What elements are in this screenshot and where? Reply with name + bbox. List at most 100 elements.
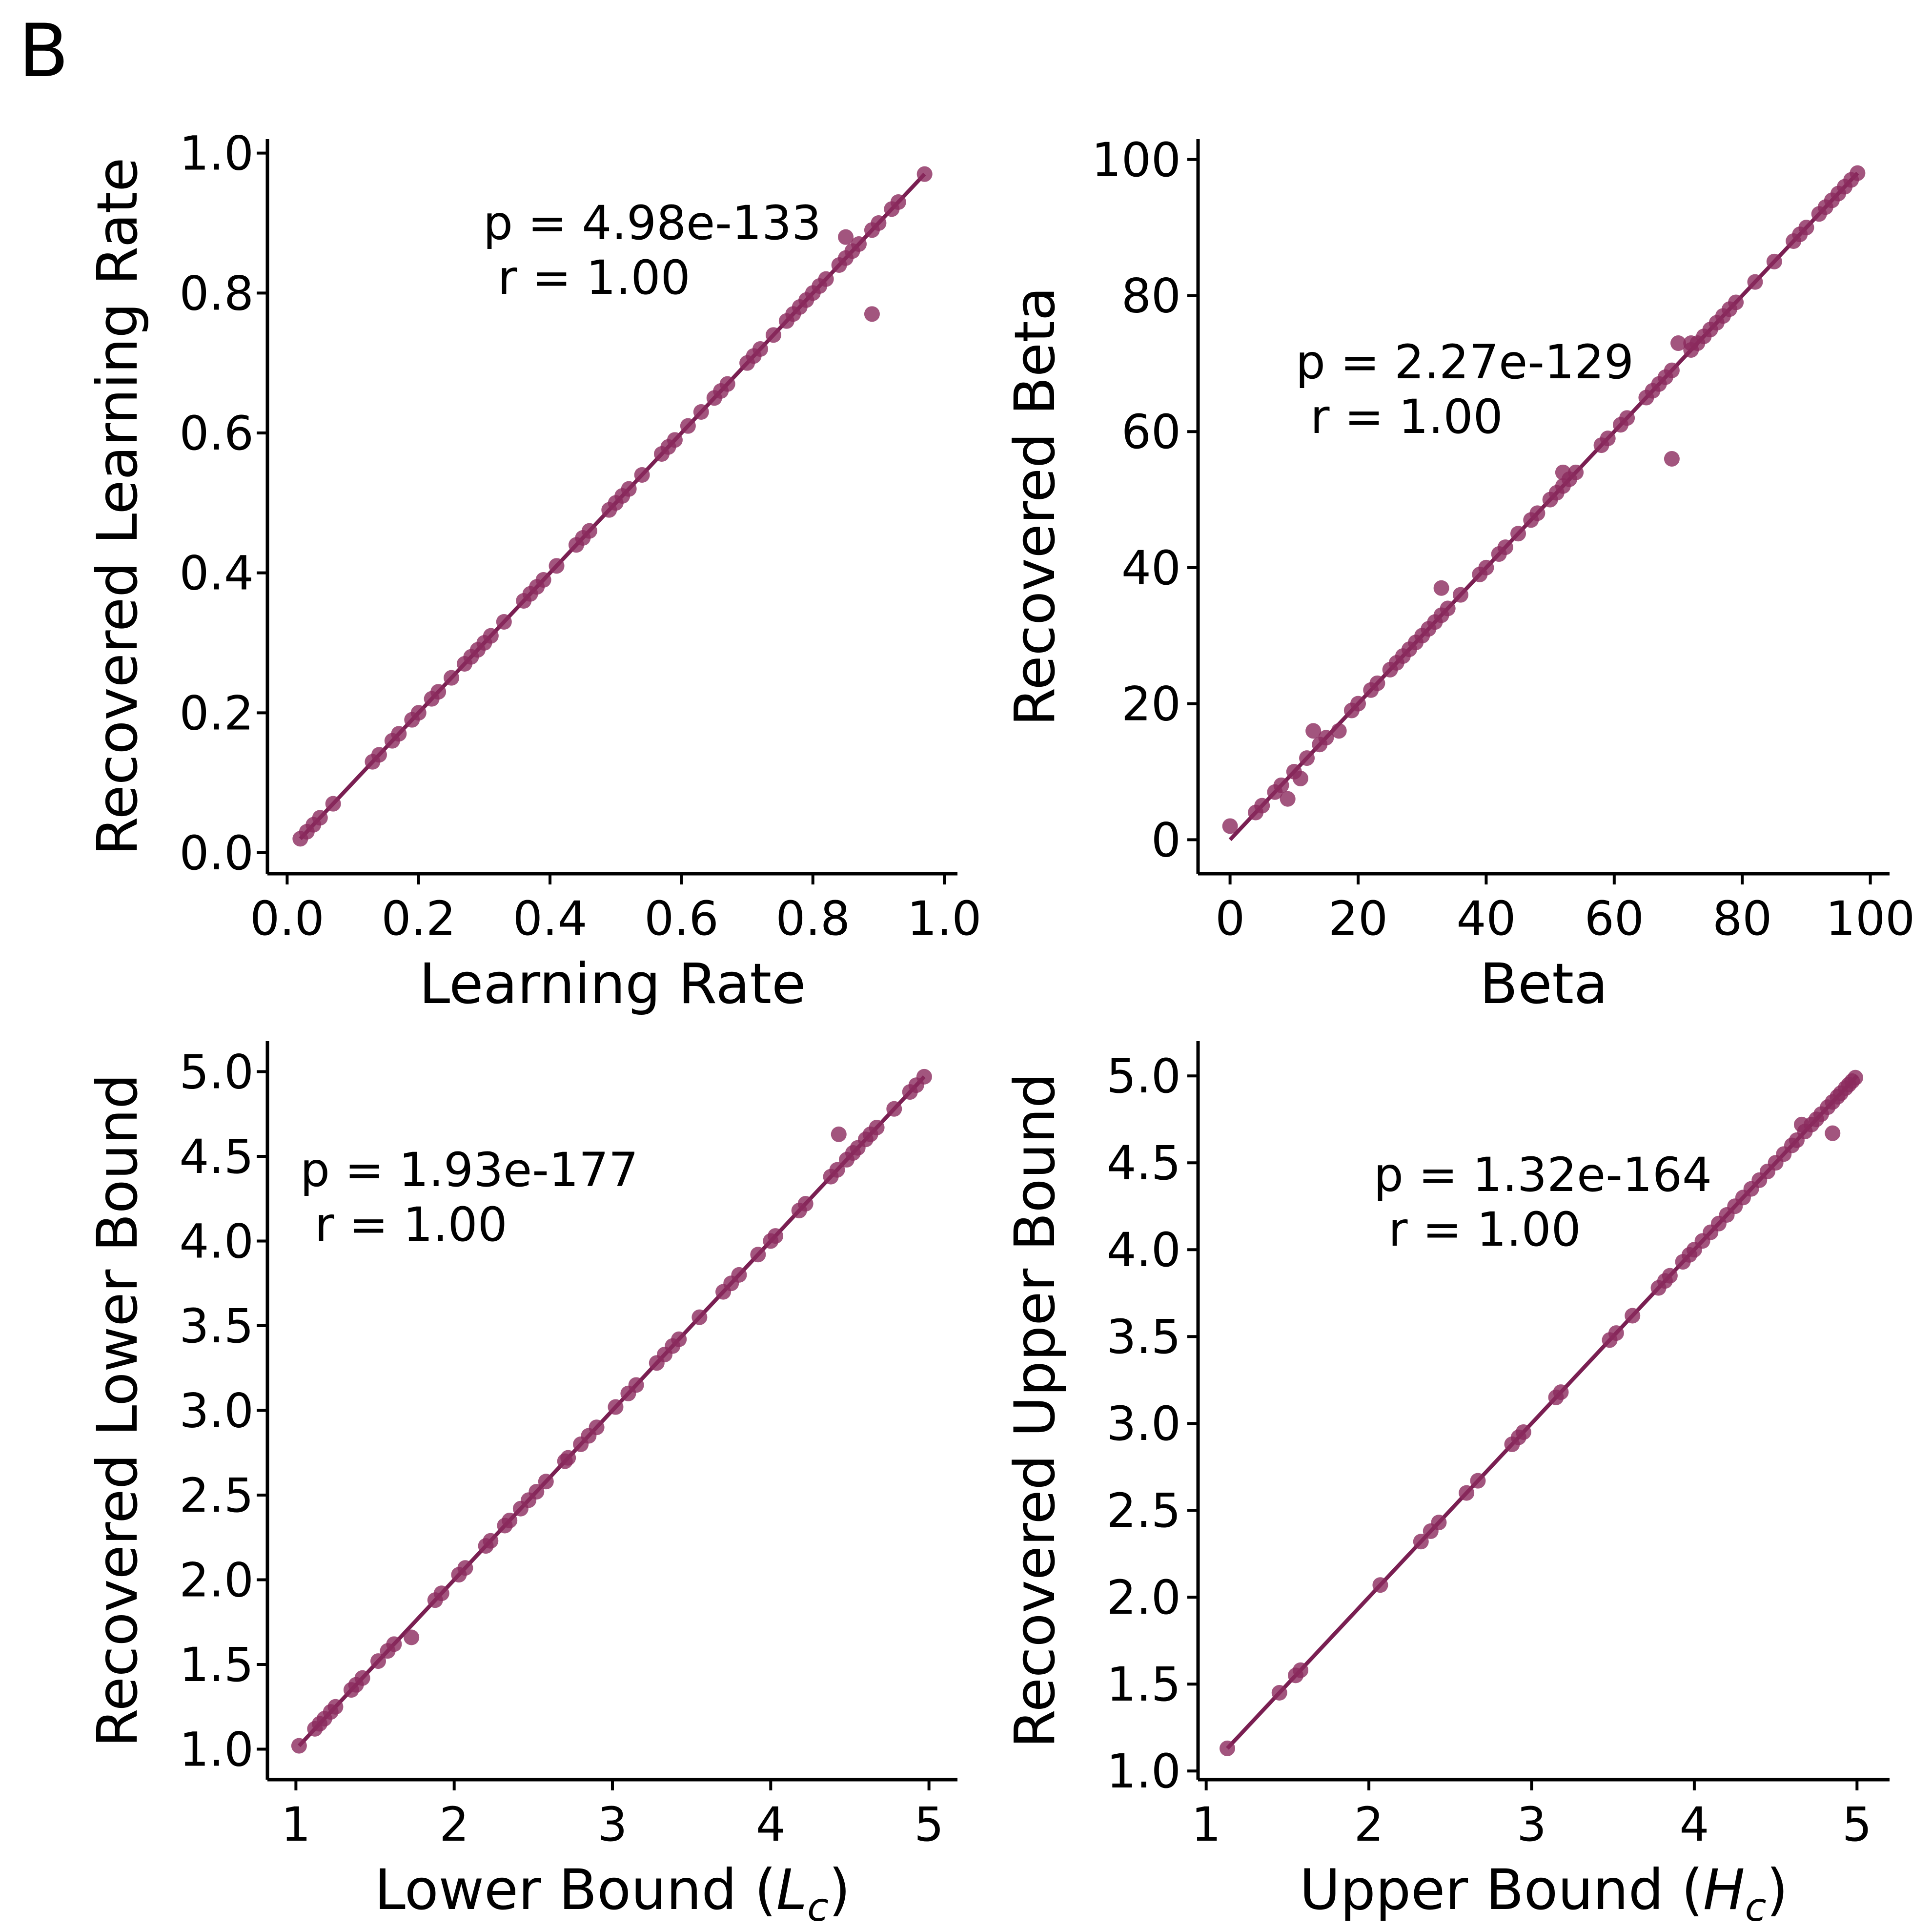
data-point	[831, 1126, 847, 1142]
data-point	[1553, 1384, 1569, 1400]
data-point	[291, 1738, 307, 1754]
y-tick-label: 4.0	[1106, 1223, 1181, 1277]
data-point	[818, 271, 834, 287]
data-point	[1293, 1662, 1309, 1678]
r-value-annotation: r = 1.00	[1310, 390, 1503, 444]
x-tick-label: 40	[1456, 891, 1516, 946]
r-value-annotation: r = 1.00	[1388, 1202, 1581, 1257]
x-tick-label: 5	[1842, 1797, 1872, 1852]
data-point	[1625, 1308, 1641, 1324]
x-axis-label: Lower Bound (Lc)	[374, 1857, 850, 1930]
data-point	[1766, 253, 1782, 269]
data-point	[628, 1377, 644, 1393]
data-point	[667, 432, 683, 448]
y-tick-label: 1.0	[1106, 1744, 1181, 1799]
data-point	[1318, 730, 1334, 746]
data-point	[680, 418, 696, 434]
x-tick-label: 20	[1328, 891, 1388, 946]
data-point	[430, 684, 447, 700]
p-value-annotation: p = 1.32e-164	[1374, 1148, 1712, 1202]
x-tick-label: 0.6	[644, 891, 719, 946]
p-value-annotation: p = 1.93e-177	[300, 1143, 638, 1197]
data-point	[890, 194, 906, 210]
data-point	[1825, 1125, 1841, 1141]
data-point	[483, 628, 499, 644]
data-point	[1568, 464, 1584, 480]
x-tick-label: 4	[756, 1797, 786, 1852]
y-tick-label: 2.0	[179, 1553, 254, 1608]
data-point	[693, 404, 709, 420]
r-value-annotation: r = 1.00	[498, 250, 691, 305]
y-axis-label: Recovered Beta	[1002, 287, 1067, 726]
data-point	[765, 327, 781, 343]
data-point	[457, 1560, 473, 1576]
y-tick-label: 1.0	[179, 1723, 254, 1777]
x-tick-label: 1	[281, 1797, 311, 1852]
data-point	[750, 1247, 766, 1263]
x-tick-label: 1	[1191, 1797, 1221, 1852]
data-point	[634, 467, 650, 483]
x-tick-label: 5	[914, 1797, 944, 1852]
x-axis-label: Upper Bound (Hc)	[1300, 1857, 1788, 1930]
data-point	[1555, 464, 1571, 480]
x-tick-label: 0.4	[513, 891, 588, 946]
p-value-annotation: p = 4.98e-133	[483, 196, 821, 250]
x-tick-label: 0	[1215, 891, 1245, 946]
data-point	[1510, 526, 1526, 542]
data-point	[483, 1533, 499, 1549]
chart-beta: 0 20 40 60 80 100 0 20 40 60 80 100 Beta Recovered Be…	[1002, 133, 1915, 1016]
data-point	[1280, 791, 1296, 807]
data-point	[691, 1309, 708, 1325]
data-point	[1413, 1534, 1429, 1550]
x-tick-label: 3	[597, 1797, 627, 1852]
panel-label: B	[19, 9, 69, 94]
y-tick-label: 0.0	[179, 826, 254, 881]
data-point	[370, 1653, 386, 1669]
data-point	[1683, 335, 1699, 351]
x-tick-label: 0.0	[250, 891, 325, 946]
y-tick-label: 3.5	[179, 1299, 254, 1354]
data-point	[581, 523, 597, 539]
data-point	[869, 1119, 885, 1135]
x-tick-label: 100	[1826, 891, 1915, 946]
chart-learning-rate: 0.0 0.2 0.4 0.6 0.8 1.0 0.0 0.2 0.4 0.6 0.8 1.0 Lear…	[85, 126, 981, 1016]
data-point	[731, 1267, 747, 1283]
data-point	[1350, 696, 1366, 712]
data-point	[1369, 675, 1385, 691]
data-point	[1478, 559, 1494, 575]
data-point	[1222, 818, 1238, 834]
data-point	[1515, 1424, 1531, 1440]
p-value-annotation: p = 2.27e-129	[1296, 335, 1634, 390]
chart-upper-bound: 1 2 3 4 5 1.0 1.5 2.0 2.5 3.0 3.5 4.0 4.5 5.0 Upper Bo…	[1002, 1041, 1890, 1930]
data-point	[560, 1450, 576, 1466]
data-point	[1331, 723, 1347, 739]
data-point	[838, 229, 854, 245]
data-point	[1664, 451, 1680, 467]
x-tick-label: 1.0	[907, 891, 982, 946]
data-point	[608, 1399, 624, 1415]
data-point	[535, 572, 551, 588]
data-point	[916, 166, 933, 182]
data-point	[1619, 410, 1635, 426]
y-tick-label: 4.0	[179, 1214, 254, 1269]
data-point	[797, 1196, 813, 1212]
data-point	[433, 1585, 449, 1601]
data-point	[851, 236, 867, 252]
data-point	[1662, 1268, 1678, 1284]
data-point	[1847, 1069, 1863, 1086]
data-point	[538, 1474, 554, 1490]
y-axis-label: Recovered Upper Bound	[1002, 1073, 1067, 1748]
data-point	[1470, 1473, 1486, 1489]
data-point	[1798, 220, 1814, 236]
data-point	[371, 747, 387, 763]
y-tick-label: 2.0	[1106, 1570, 1181, 1625]
x-tick-label: 80	[1712, 891, 1772, 946]
data-point	[496, 614, 512, 630]
data-point	[1497, 539, 1513, 555]
y-tick-label: 1.0	[179, 126, 254, 181]
data-point	[404, 1629, 420, 1645]
data-point	[1254, 798, 1270, 814]
data-point	[886, 1101, 902, 1117]
y-tick-label: 0.8	[179, 266, 254, 321]
x-tick-label: 2	[439, 1797, 469, 1852]
